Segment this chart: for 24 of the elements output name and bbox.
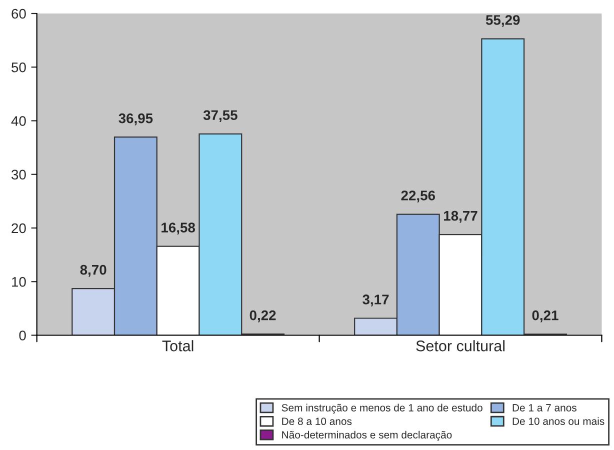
y-tick-label: 10 [12,276,26,287]
y-tick-label: 0 [19,330,26,340]
y-tick-label: 20 [12,223,26,234]
legend-label: De 10 anos ou mais [512,417,604,425]
x-tick-label: Setor cultural [416,340,504,352]
data-label: 55,29 [486,15,520,27]
data-label: 16,58 [162,222,196,234]
legend-label: De 8 a 10 anos [282,418,352,426]
data-label: 8,70 [80,264,106,277]
y-tick-label: 30 [12,170,26,180]
y-tick-label: 40 [11,116,26,126]
legend-label: Sem instrução e menos de 1 ano de estudo [282,404,482,414]
data-label: 37,55 [203,110,238,122]
data-label: 18,77 [444,210,478,223]
data-label: 0,21 [532,310,558,322]
data-label: 0,22 [250,310,276,322]
data-label: 22,56 [401,190,436,202]
y-tick-label: 60 [12,8,26,19]
data-label: 36,95 [118,113,153,126]
legend-label: Não-determinados e sem declaração [282,430,452,441]
legend-label: De 1 a 7 anos [512,404,576,412]
y-tick-label: 50 [12,62,26,72]
data-label: 3,17 [362,294,389,306]
x-tick-label: Total [162,340,194,352]
